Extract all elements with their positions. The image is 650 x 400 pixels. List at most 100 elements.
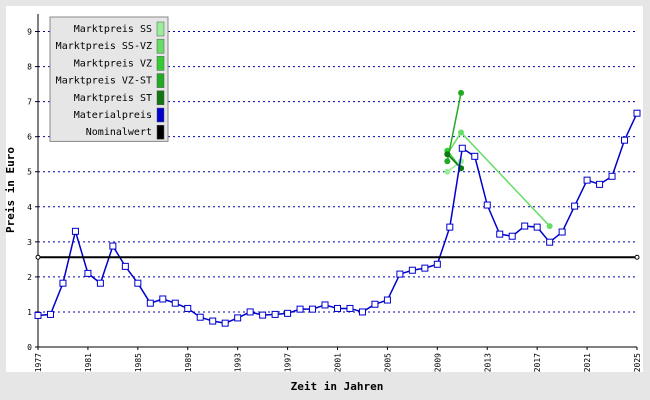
point bbox=[621, 136, 629, 144]
point bbox=[546, 238, 554, 246]
point bbox=[271, 310, 279, 318]
legend-label: Marktpreis ST bbox=[74, 93, 152, 104]
point bbox=[483, 201, 491, 209]
point bbox=[583, 176, 591, 184]
point bbox=[321, 301, 329, 309]
legend-label: Nominalwert bbox=[86, 127, 152, 138]
x-tick-label: 2025 bbox=[633, 353, 642, 372]
point bbox=[221, 319, 229, 327]
y-tick-label: 5 bbox=[27, 168, 32, 177]
point bbox=[284, 309, 292, 317]
point bbox=[296, 305, 304, 313]
x-axis-title: Zeit in Jahren bbox=[291, 380, 384, 393]
point bbox=[396, 270, 404, 278]
series-line bbox=[446, 92, 462, 162]
point bbox=[444, 168, 451, 175]
point bbox=[96, 279, 104, 287]
point bbox=[596, 180, 604, 188]
x-tick-label: 1977 bbox=[34, 353, 43, 372]
x-tick-label: 1993 bbox=[234, 353, 243, 372]
point bbox=[159, 295, 167, 303]
x-tick-label: 1981 bbox=[84, 353, 93, 372]
point bbox=[558, 228, 566, 236]
point bbox=[571, 202, 579, 210]
point bbox=[458, 144, 466, 152]
x-tick-label: 1989 bbox=[184, 353, 193, 372]
x-tick-label: 2021 bbox=[583, 353, 592, 372]
x-tick-label: 1985 bbox=[134, 353, 143, 372]
legend-swatch bbox=[156, 73, 165, 88]
point bbox=[234, 314, 242, 322]
point bbox=[209, 317, 217, 325]
point bbox=[533, 223, 541, 231]
x-tick-label: 2013 bbox=[483, 353, 492, 372]
point bbox=[546, 223, 553, 230]
legend-label: Materialpreis bbox=[74, 110, 152, 121]
point bbox=[446, 223, 454, 231]
point bbox=[471, 152, 479, 160]
point bbox=[171, 299, 179, 307]
y-tick-label: 9 bbox=[27, 28, 32, 37]
legend-label: Marktpreis VZ-ST bbox=[56, 76, 152, 87]
point bbox=[383, 296, 391, 304]
point bbox=[84, 269, 92, 277]
point bbox=[71, 227, 79, 235]
point bbox=[521, 222, 529, 230]
point bbox=[346, 304, 354, 312]
point bbox=[371, 300, 379, 308]
point bbox=[634, 254, 640, 260]
y-tick-label: 2 bbox=[27, 273, 32, 282]
legend-swatch bbox=[156, 21, 165, 37]
point bbox=[184, 304, 192, 312]
y-tick-label: 8 bbox=[27, 63, 32, 72]
point bbox=[433, 260, 441, 268]
point bbox=[508, 232, 516, 240]
point bbox=[334, 304, 341, 312]
legend-label: Marktpreis SS bbox=[74, 24, 152, 35]
point bbox=[633, 109, 641, 117]
point bbox=[46, 310, 54, 318]
y-tick-label: 0 bbox=[27, 343, 32, 352]
x-tick-label: 1997 bbox=[284, 353, 293, 372]
point bbox=[59, 279, 67, 287]
point bbox=[109, 242, 117, 250]
legend-label: Marktpreis VZ bbox=[74, 58, 152, 69]
point bbox=[408, 266, 416, 274]
point bbox=[358, 308, 366, 316]
point bbox=[35, 254, 41, 260]
point bbox=[458, 89, 465, 96]
legend-label: Marktpreis SS-VZ bbox=[56, 41, 152, 52]
y-tick-label: 7 bbox=[27, 98, 32, 107]
point bbox=[309, 305, 317, 313]
point bbox=[134, 279, 142, 287]
y-axis-title: Preis in Euro bbox=[4, 147, 17, 233]
legend-swatch bbox=[156, 124, 165, 140]
point bbox=[496, 230, 504, 238]
y-tick-label: 6 bbox=[27, 133, 32, 142]
point bbox=[259, 311, 267, 319]
point bbox=[121, 262, 129, 270]
x-tick-label: 2017 bbox=[533, 353, 542, 372]
y-tick-label: 3 bbox=[27, 238, 32, 247]
legend-swatch bbox=[156, 38, 165, 54]
legend-box bbox=[49, 16, 169, 142]
point bbox=[444, 151, 451, 158]
x-tick-label: 2001 bbox=[334, 353, 343, 372]
point bbox=[458, 129, 465, 136]
point bbox=[246, 308, 254, 316]
point bbox=[444, 158, 451, 165]
legend-swatch bbox=[156, 56, 165, 71]
point bbox=[146, 299, 154, 307]
y-tick-label: 1 bbox=[27, 308, 32, 317]
x-tick-label: 2009 bbox=[433, 353, 442, 372]
legend-swatch bbox=[156, 107, 165, 123]
legend-swatch bbox=[156, 90, 165, 106]
point bbox=[421, 264, 429, 272]
point bbox=[608, 172, 616, 180]
y-tick-label: 4 bbox=[27, 203, 32, 212]
point bbox=[196, 313, 204, 321]
x-tick-label: 2005 bbox=[383, 353, 392, 372]
point bbox=[34, 311, 42, 319]
